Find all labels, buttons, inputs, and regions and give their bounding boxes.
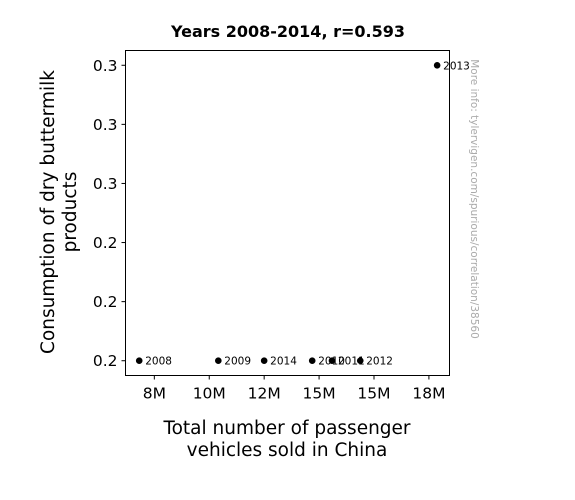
y-tick-label-1: 0.2 (93, 293, 118, 311)
data-point-label-2014: 2014 (270, 356, 297, 368)
x-tick-label-0: 8M (143, 385, 166, 403)
x-tick-label-3: 15M (303, 385, 336, 403)
y-axis-ticks: 0.2 0.2 0.2 0.3 0.3 0.3 (93, 57, 126, 370)
data-point-2009 (215, 357, 222, 365)
data-point-2008 (135, 357, 143, 365)
data-point-2011 (328, 357, 336, 365)
data-point-label-2012: 2012 (366, 356, 393, 368)
y-tick-label-0: 0.2 (93, 352, 118, 370)
watermark-text: More info: tylervigen.com/spurious/corre… (468, 59, 480, 339)
x-axis-label-line-1: Total number of passenger (162, 418, 410, 439)
y-axis-label-line-1: Consumption of dry buttermilk (38, 70, 59, 354)
data-point-2012 (356, 357, 364, 365)
plot-frame (125, 50, 450, 376)
y-tick-label-4: 0.3 (93, 116, 118, 134)
y-tick-label-2: 0.2 (93, 234, 118, 252)
x-tick-label-4: 15M (357, 385, 390, 403)
data-point-label-2013: 2013 (443, 60, 470, 72)
data-point-2010 (308, 357, 316, 365)
x-tick-label-1: 10M (193, 385, 226, 403)
data-points: 2008200920102011201220132014 (135, 60, 470, 368)
data-point-2014 (260, 357, 268, 365)
y-tick-label-5: 0.3 (93, 57, 118, 75)
y-axis-label-line-2: products (60, 172, 81, 253)
x-axis-label-line-2: vehicles sold in China (187, 440, 388, 461)
x-tick-label-5: 18M (412, 385, 445, 403)
data-point-label-2009: 2009 (224, 356, 251, 368)
data-point-label-2008: 2008 (145, 356, 172, 368)
y-tick-label-3: 0.3 (93, 175, 118, 193)
x-tick-label-2: 12M (248, 385, 281, 403)
y-axis-label: Consumption of dry buttermilk products (38, 70, 81, 354)
x-axis-ticks: 8M 10M 12M 15M 15M 18M (143, 375, 445, 403)
chart-title: Years 2008-2014, r=0.593 (170, 22, 405, 41)
data-point-2013 (433, 61, 441, 69)
